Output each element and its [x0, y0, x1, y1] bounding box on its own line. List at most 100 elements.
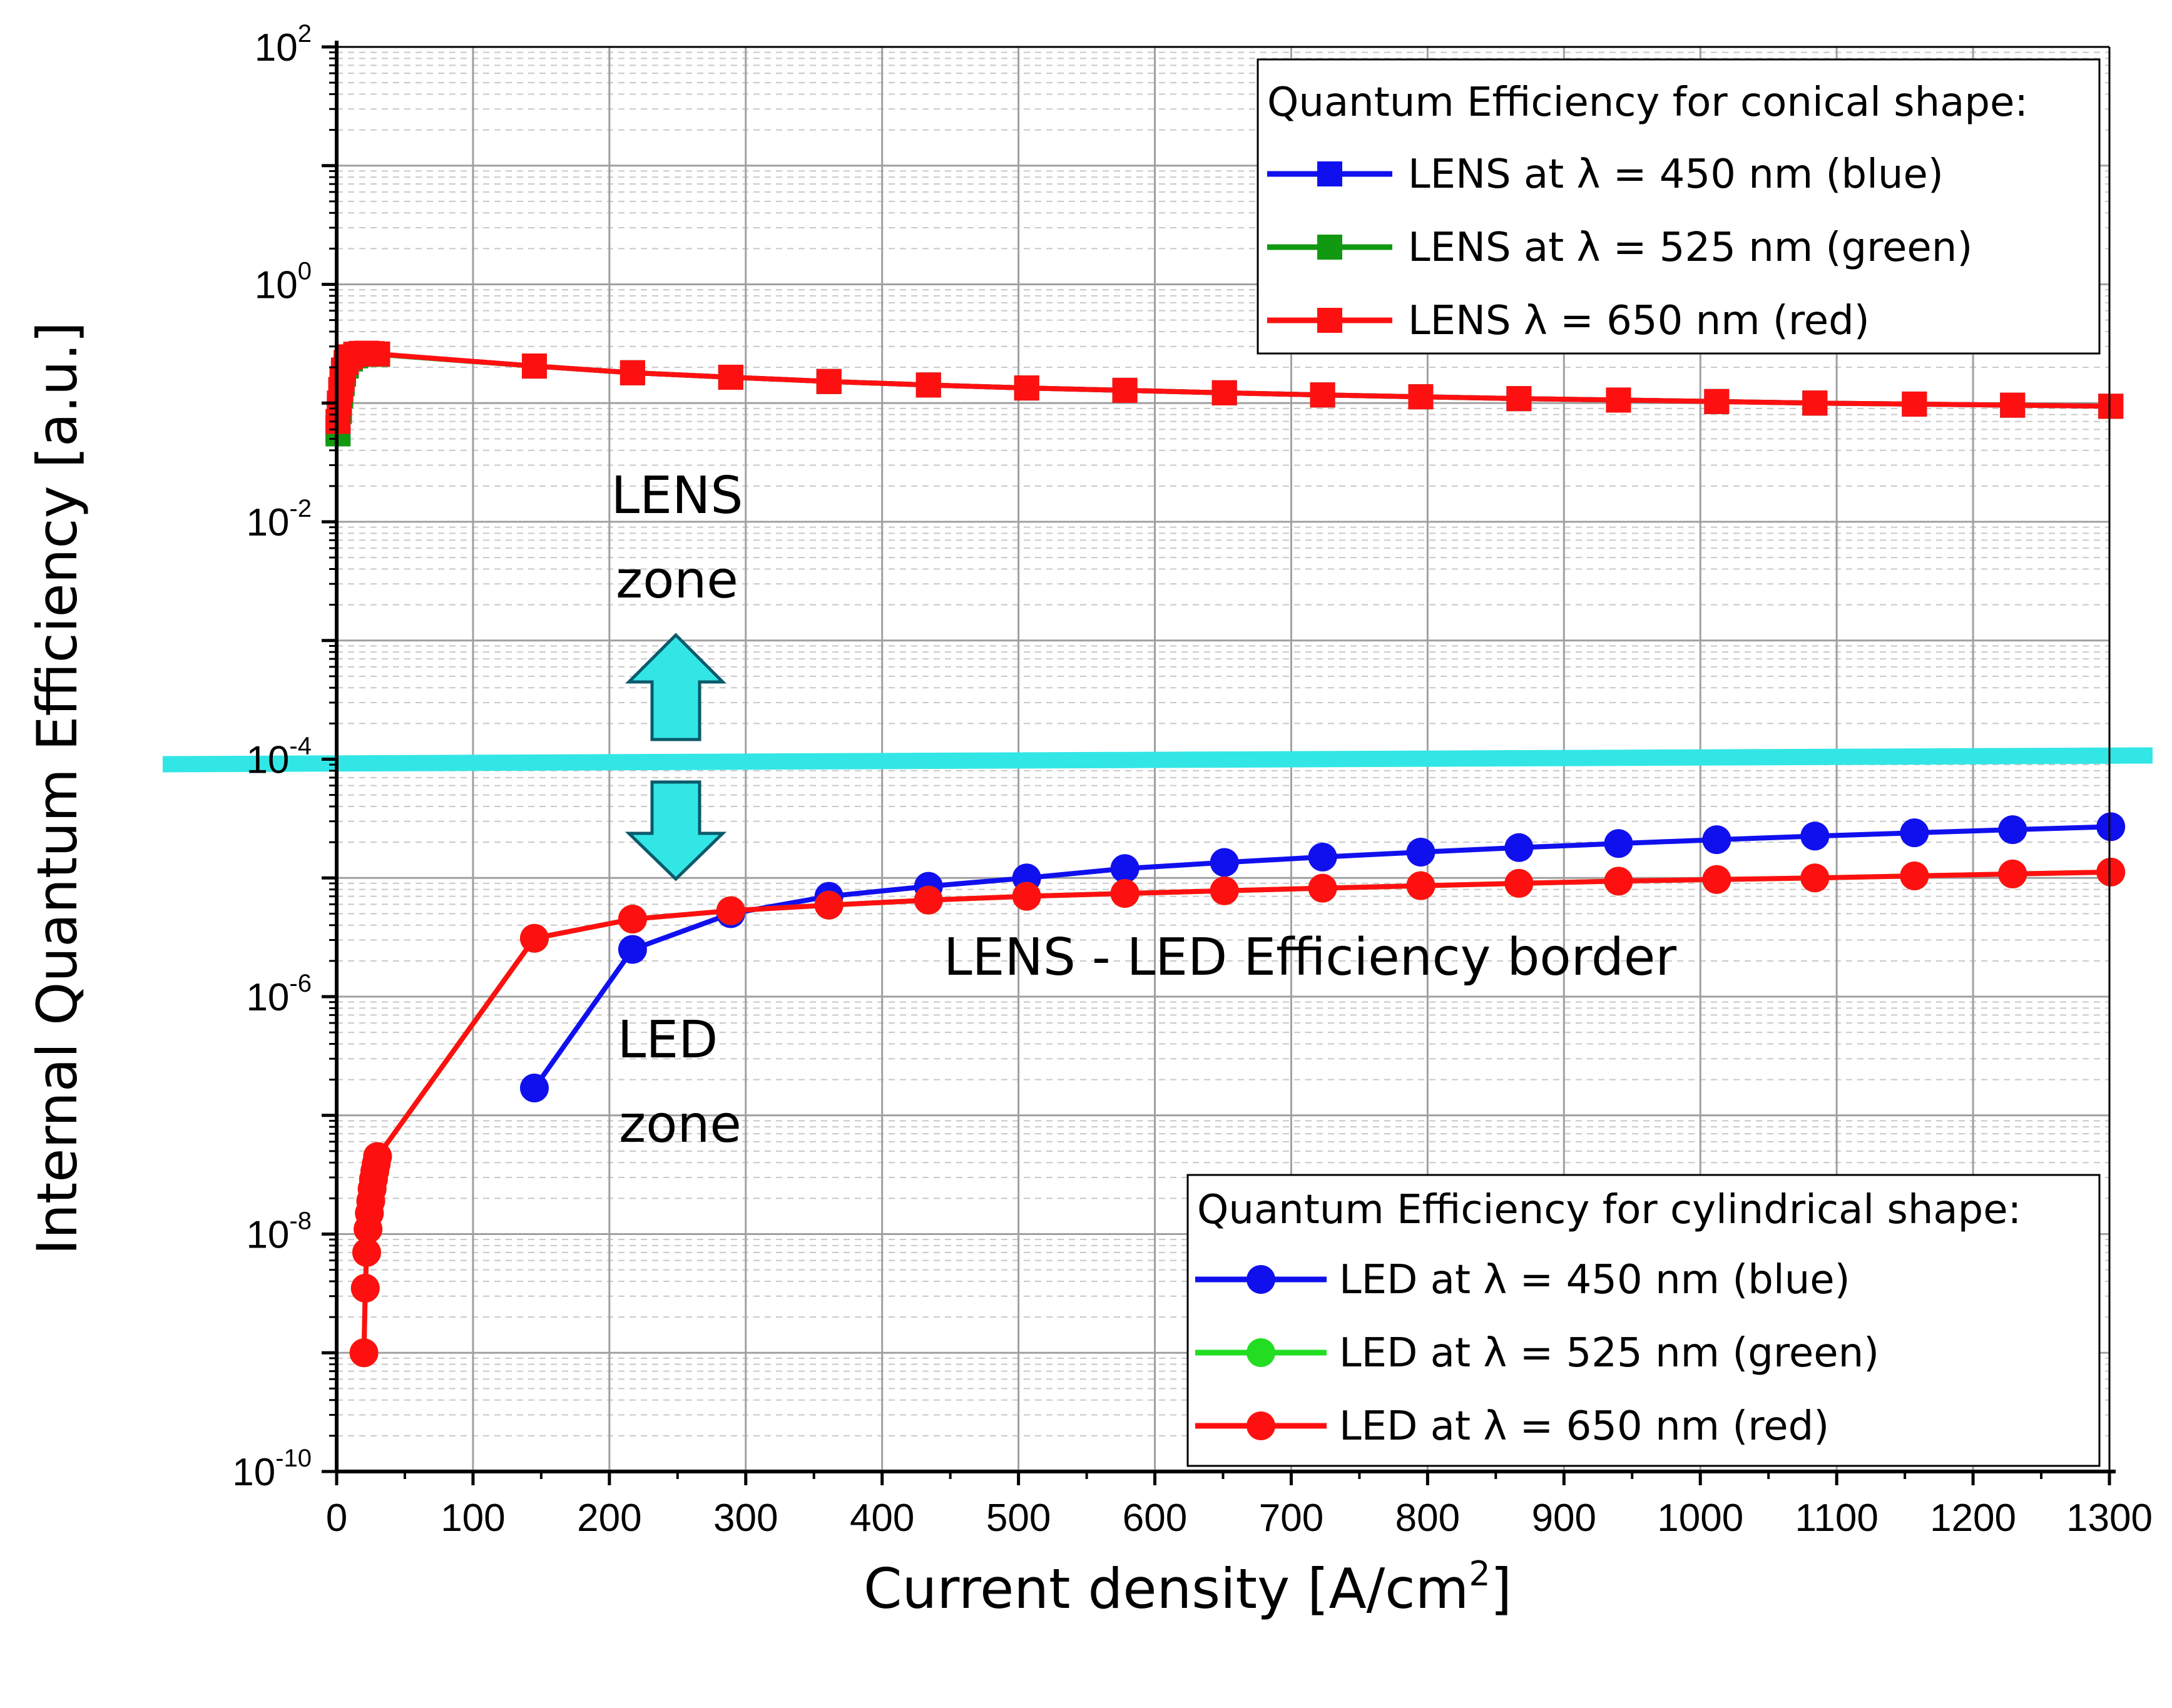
- y-tick-base: 10: [246, 739, 289, 782]
- led-zone-label-line2: zone: [619, 1095, 742, 1154]
- arrow-up-icon: [625, 633, 727, 741]
- series-6-point: [1406, 871, 1435, 900]
- series-3-point: [816, 369, 842, 394]
- series-6-point: [1800, 863, 1830, 893]
- series-6-point: [349, 1338, 379, 1368]
- led-zone-label-line1: LED: [618, 1010, 718, 1070]
- legend-cylindrical-label: LED at λ = 650 nm (red): [1339, 1403, 1829, 1450]
- legend-cylindrical: Quantum Efficiency for cylindrical shape…: [1186, 1174, 2101, 1467]
- series-4-point: [1308, 842, 1337, 872]
- x-tick-label: 0: [326, 1497, 347, 1540]
- legend-cylindrical-label: LED at λ = 450 nm (blue): [1339, 1257, 1850, 1303]
- legend-cylindrical-entry: LED at λ = 450 nm (blue): [1195, 1257, 1850, 1303]
- series-3-point: [915, 372, 941, 398]
- series-3-point: [1014, 375, 1039, 401]
- series-4-point: [1702, 825, 1731, 855]
- x-axis-title-main: Current density [A/cm: [864, 1557, 1469, 1621]
- series-3-point: [521, 353, 547, 379]
- series-3-point: [1802, 390, 1828, 416]
- y-tick-label: 10-4: [246, 733, 312, 782]
- legend-cylindrical-swatch-marker: [1247, 1338, 1275, 1367]
- series-3-point: [1310, 382, 1335, 408]
- legend-conical-title: Quantum Efficiency for conical shape:: [1267, 79, 2028, 126]
- series-4-point: [618, 935, 647, 964]
- series-6-point: [1900, 862, 1929, 891]
- series-4-point: [1210, 848, 1239, 877]
- lens-zone-label-line1: LENS: [611, 466, 743, 526]
- x-tick-label: 1100: [1795, 1497, 1878, 1540]
- legend-conical-entry: LENS λ = 650 nm (red): [1267, 298, 1870, 344]
- legend-cylindrical-entry: LED at λ = 650 nm (red): [1195, 1403, 1829, 1450]
- y-tick-label: 10-6: [246, 970, 312, 1019]
- legend-conical-label: LENS at λ = 450 nm (blue): [1408, 151, 1944, 198]
- efficiency-border-line: [162, 747, 2153, 773]
- series-6-point: [1998, 859, 2027, 888]
- series-3-point: [1211, 380, 1237, 405]
- series-4-point: [1998, 815, 2027, 845]
- y-tick-exponent: -10: [275, 1445, 312, 1472]
- y-tick-label: 10-8: [246, 1207, 312, 1257]
- series-3-point: [1408, 384, 1434, 410]
- x-tick-label: 800: [1395, 1497, 1460, 1540]
- y-tick-label: 10-2: [246, 495, 312, 544]
- series-6: [349, 857, 2126, 1368]
- series-6-point: [814, 890, 844, 920]
- series-3-point: [2098, 394, 2124, 419]
- series-6-point: [363, 1142, 392, 1171]
- series-6-point: [914, 885, 943, 915]
- series-4-point: [2096, 812, 2126, 841]
- series-6-point: [1110, 879, 1140, 908]
- x-tick-label: 300: [713, 1497, 778, 1540]
- legend-cylindrical-title: Quantum Efficiency for cylindrical shape…: [1197, 1187, 2021, 1233]
- x-tick-label: 900: [1532, 1497, 1596, 1540]
- y-tick-base: 10: [246, 976, 289, 1019]
- lens-zone-label-line2: zone: [616, 551, 738, 610]
- series-6-point: [519, 923, 549, 953]
- led-zone-label: LED zone: [618, 1010, 742, 1154]
- series-4-point: [1800, 821, 1830, 851]
- legend-cylindrical-box: [1186, 1174, 2101, 1467]
- y-tick-base: 10: [255, 26, 298, 69]
- series-4-point: [519, 1074, 549, 1103]
- legend-conical-label: LENS at λ = 525 nm (green): [1408, 225, 1972, 271]
- y-tick-exponent: -8: [289, 1207, 312, 1235]
- series-4-point: [1900, 818, 1929, 848]
- series-6-point: [618, 905, 647, 934]
- series-3-point: [1606, 387, 1631, 413]
- legend-conical-entry: LENS at λ = 525 nm (green): [1267, 225, 1972, 271]
- y-tick-exponent: -6: [289, 970, 312, 997]
- y-tick-exponent: -4: [289, 733, 312, 760]
- legend-cylindrical-entries: LED at λ = 450 nm (blue) LED at λ = 525 n…: [1195, 1257, 1879, 1450]
- y-tick-exponent: 0: [298, 258, 312, 285]
- legend-cylindrical-swatch-marker: [1247, 1265, 1275, 1294]
- legend-conical-swatch-marker: [1317, 161, 1342, 186]
- arrow-down-icon: [625, 780, 727, 882]
- series-6-point: [1210, 876, 1239, 905]
- x-axis-title: Current density [A/cm2]: [864, 1554, 1512, 1621]
- series-3-point: [1506, 386, 1532, 412]
- series-6-point: [1504, 868, 1534, 898]
- x-tick-label: 1300: [2066, 1497, 2153, 1540]
- series-4-point: [1604, 829, 1633, 858]
- x-tick-label: 200: [577, 1497, 641, 1540]
- efficiency-border-band: [162, 747, 2153, 773]
- series-6-point: [1702, 865, 1731, 894]
- x-tick-label: 400: [850, 1497, 914, 1540]
- series-3-point: [1112, 377, 1138, 403]
- series-6-point: [1604, 867, 1633, 896]
- x-tick-label: 1200: [1930, 1497, 2016, 1540]
- legend-conical-swatch-marker: [1317, 308, 1342, 333]
- efficiency-border-label: LENS - LED Efficiency border: [944, 928, 1676, 987]
- y-tick-base: 10: [246, 501, 289, 544]
- x-tick-labels: 0 100 200 300 400 500 600 700 800 900 1000 1100 1200…: [326, 1497, 2153, 1540]
- y-tick-label: 10-10: [232, 1445, 312, 1494]
- y-tick-base: 10: [246, 1214, 289, 1257]
- y-tick-exponent: -2: [289, 495, 312, 522]
- x-tick-label: 100: [441, 1497, 505, 1540]
- series-4-point: [1406, 837, 1435, 867]
- legend-conical-entry: LENS at λ = 450 nm (blue): [1267, 151, 1944, 198]
- legend-cylindrical-swatch-marker: [1247, 1411, 1275, 1440]
- y-axis-title: Internal Quantum Efficiency [a.u.]: [25, 322, 89, 1255]
